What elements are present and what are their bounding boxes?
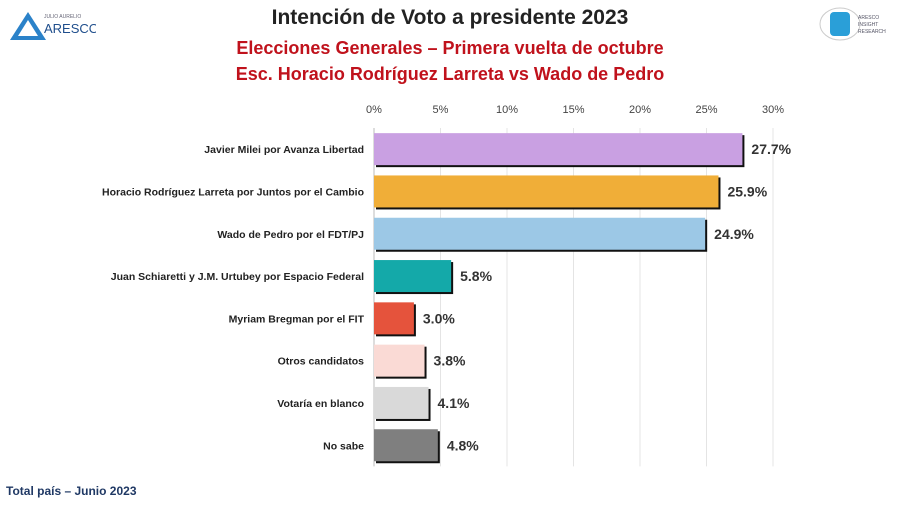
bar	[374, 429, 438, 462]
category-label: Horacio Rodríguez Larreta por Juntos por…	[102, 186, 364, 198]
chart-subtitle-scenario: Esc. Horacio Rodríguez Larreta vs Wado d…	[235, 64, 665, 84]
data-label: 4.1%	[438, 395, 470, 411]
svg-text:JULIO AURELIO: JULIO AURELIO	[44, 14, 81, 20]
category-label: No sabe	[323, 440, 364, 452]
x-tick-label: 15%	[562, 104, 584, 116]
data-label: 25.9%	[727, 183, 767, 199]
chart-title: Intención de Voto a presidente 2023	[271, 6, 629, 29]
bar	[374, 217, 706, 250]
bar	[374, 260, 452, 293]
data-label: 27.7%	[751, 141, 791, 157]
data-label: 4.8%	[447, 437, 479, 453]
category-label: Wado de Pedro por el FDT/PJ	[217, 229, 364, 241]
svg-text:RESEARCH: RESEARCH	[858, 29, 886, 35]
x-tick-label: 0%	[366, 104, 382, 116]
aresco-logo: JULIO AURELIO ARESCO	[10, 12, 96, 40]
svg-text:ARESCO: ARESCO	[44, 21, 96, 36]
bar	[374, 386, 429, 419]
data-label: 24.9%	[714, 226, 754, 242]
x-tick-label: 20%	[629, 104, 651, 116]
bar	[374, 133, 743, 166]
footer-note: Total país – Junio 2023	[6, 484, 137, 498]
bar	[374, 302, 414, 335]
category-label: Otros candidatos	[278, 356, 365, 368]
bar	[374, 344, 425, 377]
svg-text:ARESCO: ARESCO	[858, 15, 879, 21]
svg-text:INSIGHT: INSIGHT	[858, 22, 878, 28]
category-label: Juan Schiaretti y J.M. Urtubey por Espac…	[111, 271, 364, 283]
x-tick-label: 25%	[695, 104, 717, 116]
category-label: Myriam Bregman por el FIT	[229, 313, 365, 325]
chart-subtitle: Elecciones Generales – Primera vuelta de…	[236, 38, 664, 58]
data-label: 3.0%	[423, 310, 455, 326]
x-tick-label: 5%	[433, 104, 449, 116]
x-tick-label: 10%	[496, 104, 518, 116]
bar	[374, 175, 719, 208]
data-label: 3.8%	[434, 353, 466, 369]
data-label: 5.8%	[460, 268, 492, 284]
category-label: Javier Milei por Avanza Libertad	[204, 144, 364, 156]
x-tick-label: 30%	[762, 104, 784, 116]
category-label: Votaría en blanco	[277, 398, 364, 410]
aresco-insight-logo: ARESCO INSIGHT RESEARCH	[819, 7, 886, 41]
